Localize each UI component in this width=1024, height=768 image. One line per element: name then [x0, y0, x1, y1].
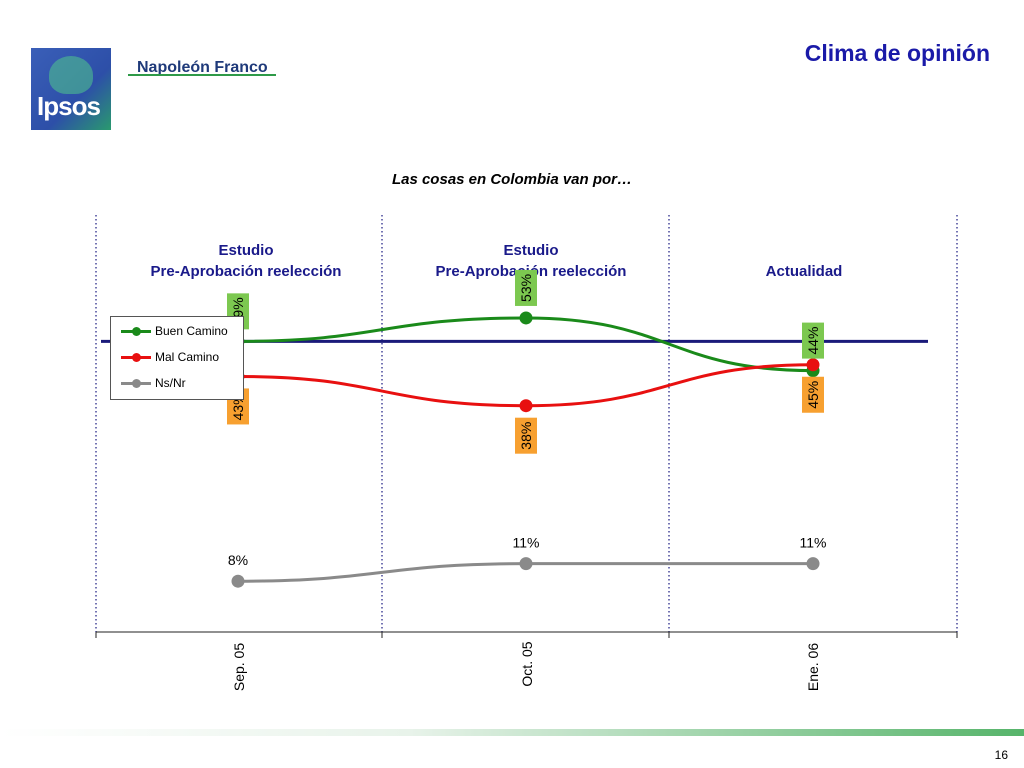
legend-swatch-mal-camino [121, 351, 151, 363]
x-tick-label-oct-05: Oct. 05 [519, 641, 535, 687]
data-label-bg-buen-camino-2 [515, 269, 537, 306]
period-heading-3: Actualidad [664, 240, 944, 282]
ipsos-logo: Ipsos [31, 48, 111, 130]
legend-label-ns-nr: Ns/Nr [155, 376, 186, 390]
period-heading-1-line2: Pre-Aprobación reelección [150, 263, 342, 280]
data-label-bg-mal-camino-2 [515, 417, 537, 454]
data-label-mal-camino-3: 45% [802, 376, 824, 413]
page-number: 16 [994, 748, 1008, 762]
data-point-ns-nr-1 [231, 574, 245, 588]
data-label-mal-camino-2: 38% [515, 417, 537, 454]
data-label-buen-camino-2: 53% [515, 269, 537, 306]
x-tick-label-ene-06: Ene. 06 [805, 642, 821, 692]
data-point-mal-camino-3 [806, 358, 820, 372]
ipsos-logo-text: Ipsos [37, 91, 101, 121]
legend-item-mal-camino: Mal Camino [121, 347, 219, 367]
page-title: Clima de opinión [804, 40, 990, 66]
chart-legend: Buen Camino Mal Camino Ns/Nr [110, 316, 244, 400]
brand-name: Napoleón Franco [137, 59, 268, 76]
period-heading-2-line1: Estudio [503, 242, 559, 259]
series-line-buen-camino [237, 316, 814, 373]
data-point-ns-nr-2 [519, 557, 533, 571]
legend-label-mal-camino: Mal Camino [155, 350, 220, 364]
legend-swatch-buen-camino [121, 325, 151, 337]
legend-label-buen-camino: Buen Camino [155, 324, 228, 338]
brand-underline [128, 74, 276, 76]
data-label-text-buen-camino-2: 53% [518, 274, 534, 302]
data-label-ns-nr-2: 11% [513, 535, 540, 551]
data-point-buen-camino-2 [519, 311, 533, 325]
data-label-text-mal-camino-3: 45% [805, 381, 821, 409]
data-point-mal-camino-2 [519, 399, 533, 413]
legend-swatch-ns-nr [121, 377, 151, 389]
data-label-ns-nr-3: 11% [800, 535, 827, 551]
legend-item-ns-nr: Ns/Nr [121, 373, 186, 393]
data-label-ns-nr-1: 8% [228, 552, 248, 568]
ipsos-logo-mark [49, 56, 93, 94]
x-tick-label-sep-05: Sep. 05 [231, 642, 247, 692]
data-point-ns-nr-3 [806, 557, 820, 571]
data-label-bg-buen-camino-3 [802, 322, 824, 359]
period-heading-1: Estudio Pre-Aprobación reelección [106, 240, 386, 282]
data-label-text-mal-camino-2: 38% [518, 422, 534, 450]
legend-item-buen-camino: Buen Camino [121, 321, 228, 341]
data-label-buen-camino-3: 44% [802, 322, 824, 359]
footer-gradient-bar [0, 729, 1024, 736]
period-heading-3-line2: Actualidad [765, 263, 843, 280]
data-label-bg-mal-camino-3 [802, 376, 824, 413]
data-label-text-buen-camino-3: 44% [805, 327, 821, 355]
period-heading-1-line1: Estudio [218, 242, 274, 259]
chart-subtitle: Las cosas en Colombia van por… [391, 171, 633, 188]
